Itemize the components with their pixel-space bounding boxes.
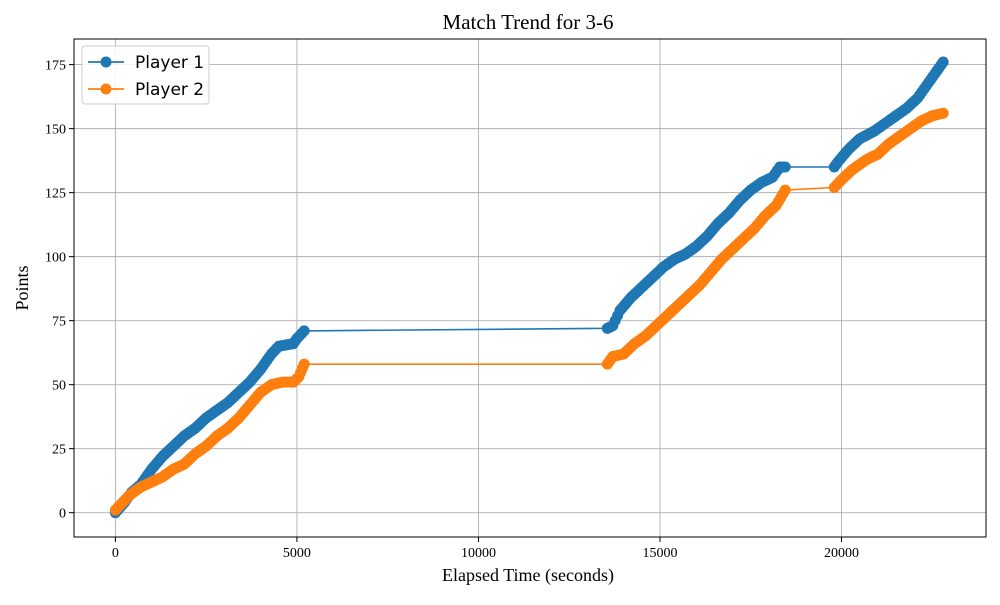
data-point xyxy=(298,358,310,370)
y-tick-label: 175 xyxy=(45,59,66,74)
x-tick-label: 15000 xyxy=(642,546,677,561)
x-tick-label: 10000 xyxy=(461,546,496,561)
y-tick-label: 0 xyxy=(59,507,66,522)
x-axis-label: Elapsed Time (seconds) xyxy=(442,565,614,586)
data-point xyxy=(937,107,949,119)
series-line xyxy=(114,112,944,511)
series-layer xyxy=(109,56,949,519)
x-tick-label: 0 xyxy=(112,546,119,561)
plot-frame xyxy=(73,38,987,538)
grid xyxy=(74,39,986,537)
data-point xyxy=(298,325,310,337)
legend: Player 1 Player 2 xyxy=(81,45,210,105)
y-tick-label: 100 xyxy=(45,251,66,266)
data-point xyxy=(779,184,791,196)
series-line xyxy=(114,61,944,514)
x-tick-label: 20000 xyxy=(824,546,859,561)
data-point xyxy=(779,161,791,173)
y-tick-label: 75 xyxy=(52,315,66,330)
y-tick-label: 50 xyxy=(52,379,66,394)
legend-marker xyxy=(100,83,112,95)
x-tick-label: 5000 xyxy=(283,546,311,561)
legend-marker xyxy=(100,56,112,68)
y-axis-label: Points xyxy=(12,265,32,310)
ticks: 0 5000 10000 15000 20000 0 25 50 75 100 125 150 175 xyxy=(45,59,859,561)
legend-label: Player 2 xyxy=(135,80,204,100)
y-tick-label: 125 xyxy=(45,187,66,202)
data-point xyxy=(937,56,949,68)
series-player-2 xyxy=(109,107,949,516)
chart-title: Match Trend for 3-6 xyxy=(443,10,614,34)
legend-label: Player 1 xyxy=(135,53,204,73)
y-tick-label: 25 xyxy=(52,443,66,458)
y-tick-label: 150 xyxy=(45,123,66,138)
